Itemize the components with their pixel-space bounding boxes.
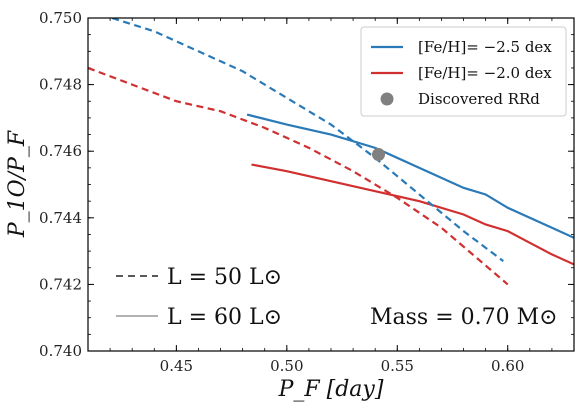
legend: [Fe/H]= −2.5 dex [Fe/H]= −2.0 dex Discov… — [360, 26, 567, 117]
x-axis-label: P_F [day] — [278, 377, 384, 402]
y-tick-label: 0.748 — [39, 76, 82, 94]
mass-label: Mass = 0.70 M⊙ — [370, 305, 558, 330]
y-tick-label: 0.740 — [39, 342, 82, 360]
y-tick-label: 0.742 — [39, 275, 82, 293]
solid-style-label: L = 60 L⊙ — [167, 305, 282, 330]
series-layer — [88, 18, 574, 286]
x-tick-label: 0.45 — [160, 357, 193, 375]
x-tick-label: 0.60 — [491, 357, 524, 375]
series-line-blue-dashed — [108, 18, 504, 262]
y-tick-label: 0.744 — [39, 209, 82, 227]
legend-marker-rrd — [380, 92, 394, 106]
points-layer — [371, 148, 385, 162]
ticks-group: 0.45 0.50 0.55 0.60 0.740 0.742 0.744 0.746 0.74… — [39, 9, 575, 375]
rrd-data-point — [371, 148, 385, 162]
legend-item-rrd: Discovered RRd — [418, 90, 540, 108]
x-tick-label: 0.50 — [270, 357, 303, 375]
legend-item-blue: [Fe/H]= −2.5 dex — [418, 38, 552, 56]
legend-item-red: [Fe/H]= −2.0 dex — [418, 64, 552, 82]
plot-frame — [87, 17, 575, 352]
x-tick-label: 0.55 — [381, 357, 414, 375]
dashed-style-label: L = 50 L⊙ — [167, 265, 282, 290]
series-line-red-solid — [251, 163, 574, 266]
series-line-blue-solid — [246, 113, 574, 239]
style-key: L = 50 L⊙ L = 60 L⊙ Mass = 0.70 M⊙ — [116, 265, 558, 330]
y-axis-label: P_1O/P_F — [5, 130, 30, 238]
y-tick-label: 0.746 — [39, 142, 82, 160]
y-tick-label: 0.750 — [39, 9, 82, 27]
legend-frame — [360, 26, 567, 117]
series-line-red-dashed — [88, 66, 509, 286]
